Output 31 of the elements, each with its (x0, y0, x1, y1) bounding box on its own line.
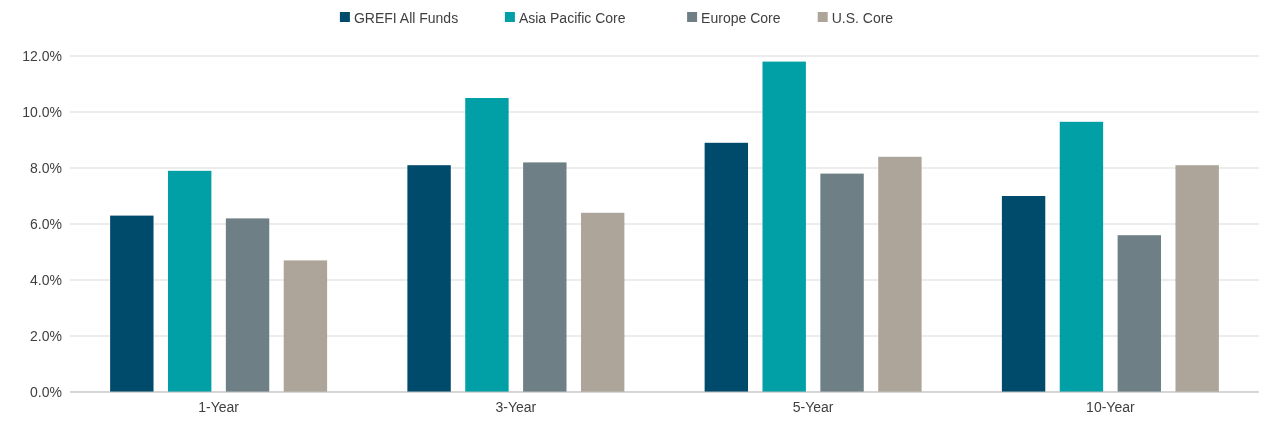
bar (580, 212, 625, 392)
bar (523, 162, 567, 392)
legend-label: U.S. Core (831, 9, 894, 26)
bar (465, 98, 509, 392)
bar (1175, 165, 1219, 392)
x-tick-label: 5-Year (792, 399, 834, 415)
x-tick-label: 1-Year (198, 399, 240, 415)
x-tick-label: 3-Year (495, 399, 537, 415)
y-tick-label: 2.0% (30, 327, 62, 344)
bar (110, 215, 154, 392)
legend-label: GREFI All Funds (353, 9, 459, 26)
legend-label: Asia Pacific Core (518, 9, 626, 26)
bar (1001, 196, 1046, 392)
legend-label: Europe Core (701, 9, 781, 26)
bar (1117, 235, 1162, 392)
y-tick-label: 6.0% (30, 215, 62, 232)
bar (878, 156, 922, 392)
bar (1059, 121, 1104, 392)
y-tick-label: 8.0% (30, 159, 62, 176)
y-tick-label: 12.0% (22, 47, 62, 64)
y-tick-label: 10.0% (22, 103, 62, 120)
bar (704, 142, 749, 392)
bar (407, 165, 451, 392)
bar (167, 170, 212, 392)
bar (820, 173, 864, 392)
bar (283, 260, 328, 392)
y-tick-label: 0.0% (30, 383, 62, 400)
bar (762, 61, 806, 392)
y-tick-label: 4.0% (30, 271, 62, 288)
x-tick-label: 10-Year (1086, 399, 1135, 415)
bar (225, 218, 270, 392)
